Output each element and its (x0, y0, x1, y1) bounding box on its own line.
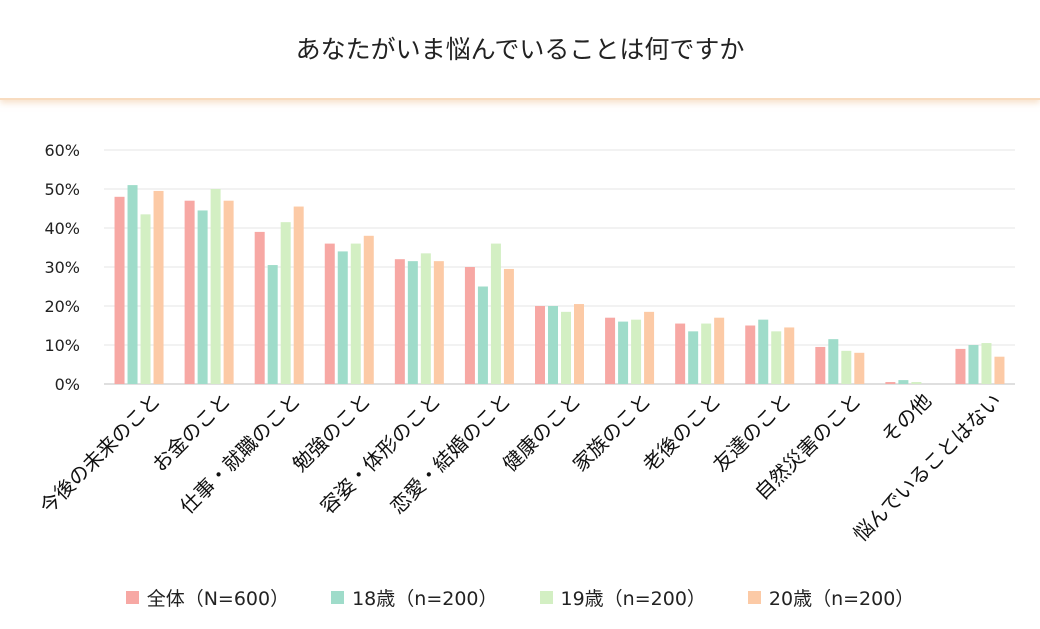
bar (714, 317, 725, 384)
bar (688, 331, 699, 384)
y-tick-label: 40% (44, 219, 80, 238)
bar (153, 190, 164, 384)
bar (337, 251, 348, 384)
bar (784, 327, 795, 384)
legend-label: 全体（N=600） (146, 588, 290, 610)
y-tick-label: 10% (44, 336, 80, 355)
bar (675, 323, 686, 384)
bar (184, 200, 195, 384)
bar (574, 304, 584, 384)
y-axis-ticks: 0% 10% 20% 30% 40% 50% 60% (44, 141, 80, 394)
bar (548, 306, 558, 384)
bar (254, 231, 265, 384)
legend-item: 全体（N=600） (125, 584, 290, 611)
legend-swatch (747, 591, 761, 604)
bar (324, 243, 335, 384)
bar (631, 319, 642, 384)
bar (503, 268, 514, 384)
bar (745, 325, 756, 384)
bar (535, 306, 545, 384)
x-tick-label: 恋愛・結婚のこと (385, 389, 515, 519)
bar (605, 317, 616, 384)
legend-item: 19歳（n=200） (539, 584, 706, 611)
y-tick-label: 0% (55, 375, 80, 394)
legend-label: 18歳（n=200） (352, 588, 498, 610)
x-tick-label: 仕事・就職のこと (175, 389, 305, 519)
y-tick-label: 20% (44, 297, 80, 316)
bar (127, 185, 138, 384)
y-tick-label: 60% (44, 141, 80, 160)
bar (828, 339, 839, 384)
y-tick-label: 30% (44, 258, 80, 277)
legend-swatch (539, 591, 553, 604)
bar (223, 200, 234, 384)
bar (955, 348, 966, 384)
bar (433, 261, 444, 384)
bar (114, 196, 125, 384)
bar (758, 319, 769, 384)
bar (968, 345, 979, 384)
legend: 全体（N=600） 18歳（n=200） 19歳（n=200） 20歳（n=200） (0, 584, 1040, 611)
y-tick-label: 50% (44, 180, 80, 199)
bar (618, 321, 629, 384)
bar (841, 350, 852, 384)
legend-swatch (331, 591, 345, 604)
legend-label: 20歳（n=200） (768, 588, 915, 610)
legend-item: 20歳（n=200） (747, 584, 915, 611)
bar (911, 382, 922, 384)
title-band (0, 0, 1040, 100)
bar (994, 356, 1005, 384)
bar (280, 222, 291, 384)
bar (771, 331, 782, 384)
bar (490, 243, 501, 384)
bar (464, 267, 475, 384)
bar-chart: 0% 10% 20% 30% 40% 50% 60% 今後の未来のことお金のこと仕事・就職の… (35, 141, 1015, 547)
bar (981, 343, 992, 384)
bar (644, 311, 655, 384)
bar (363, 235, 374, 384)
x-tick-label: その他 (877, 389, 936, 448)
bar (140, 214, 151, 384)
bars (114, 185, 1005, 384)
bar (350, 243, 361, 384)
legend-item: 18歳（n=200） (331, 584, 498, 611)
bar (815, 346, 826, 384)
legend-label: 19歳（n=200） (560, 588, 706, 610)
x-tick-label: 容姿・体形のこと (315, 389, 445, 519)
bar (293, 206, 304, 384)
x-tick-label: 今後の未来のこと (35, 389, 165, 519)
bar (701, 323, 712, 384)
bar (898, 380, 909, 384)
bar (561, 311, 571, 384)
bar (407, 261, 418, 384)
bar (394, 259, 405, 384)
legend-swatch (125, 591, 139, 604)
bar (267, 265, 278, 384)
bar (420, 253, 431, 384)
gridlines (104, 149, 1015, 385)
bar (197, 210, 208, 384)
bar (477, 286, 488, 384)
chart-title: あなたがいま悩んでいることは何ですか (295, 35, 745, 64)
bar (854, 352, 865, 384)
bar (885, 382, 896, 384)
x-axis-ticks: 今後の未来のことお金のこと仕事・就職のこと勉強のこと容姿・体形のこと恋愛・結婚の… (35, 389, 1006, 547)
bar (210, 189, 221, 384)
